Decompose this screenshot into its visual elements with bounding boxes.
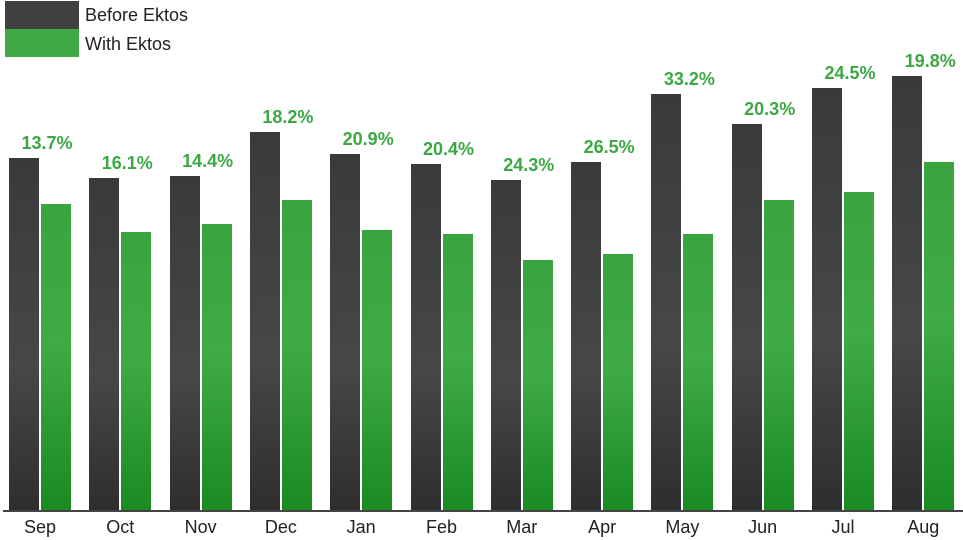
legend-swatch-before [5,1,79,29]
x-tick-dec: Dec [264,517,297,537]
bar-with-apr [603,254,634,510]
bar-with-feb [442,234,473,510]
x-tick-jan: Jan [346,517,376,537]
bar-with-may [683,234,714,510]
bar-before-jan [330,154,361,510]
pct-label-oct: 16.1% [101,153,153,173]
bar-with-aug [924,162,955,510]
bar-before-jun [731,124,762,510]
pct-label-mar: 24.3% [503,155,555,175]
bar-with-dec [281,200,312,510]
pct-label-aug: 19.8% [904,51,956,71]
x-tick-sep: Sep [23,517,57,537]
bar-with-jul [844,192,874,510]
legend-item-before [5,1,79,29]
legend-item-with [5,29,79,57]
pct-label-jan: 20.9% [342,129,394,149]
bar-with-jun [763,200,794,510]
bar-before-feb [410,164,441,510]
bar-with-nov [201,224,232,510]
bar-before-mar [490,180,521,510]
pct-label-jun: 20.3% [744,99,796,119]
x-tick-oct: Oct [106,517,135,537]
x-tick-aug: Aug [907,517,940,537]
pct-label-nov: 14.4% [182,151,234,171]
x-tick-apr: Apr [588,517,617,537]
bar-with-jan [362,230,393,510]
bar-before-sep [9,158,39,510]
bar-before-dec [249,132,280,510]
x-tick-nov: Nov [184,517,217,537]
legend-label-with: With Ektos [85,34,172,54]
bar-before-may [651,94,682,510]
x-axis-line [3,510,963,512]
pct-label-apr: 26.5% [583,137,635,157]
x-tick-may: May [665,517,700,537]
pct-label-dec: 18.2% [262,107,314,127]
x-tick-feb: Feb [425,517,458,537]
x-tick-jun: Jun [748,517,778,537]
bar-before-aug [892,76,923,510]
bar-with-sep [41,204,71,510]
pct-label-feb: 20.4% [422,139,475,159]
bar-with-oct [121,232,152,510]
bar-before-jul [812,88,842,510]
pct-label-sep: 13.7% [21,133,73,153]
pct-label-jul: 24.5% [824,63,876,83]
bar-with-mar [522,260,553,510]
bar-before-apr [571,162,602,510]
legend-swatch-with [5,29,79,57]
bar-before-oct [89,178,120,510]
legend-label-before: Before Ektos [85,5,189,25]
x-tick-jul: Jul [831,517,855,537]
bar-before-nov [169,176,200,510]
x-tick-mar: Mar [506,517,538,537]
pct-label-may: 33.2% [663,69,715,89]
